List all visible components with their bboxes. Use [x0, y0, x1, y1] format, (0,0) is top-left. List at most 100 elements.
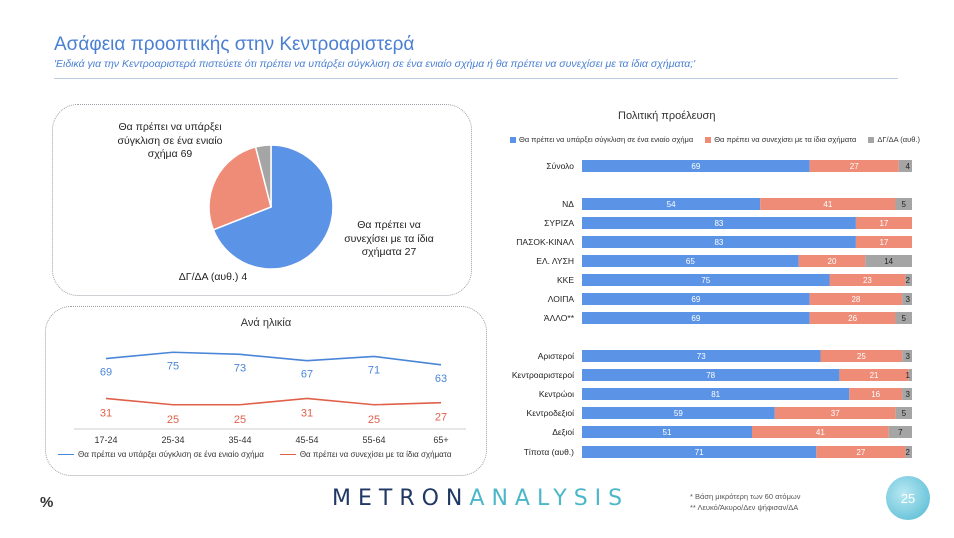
- line-data-label: 31: [301, 407, 313, 419]
- bar-category-label: Κεντροαριστεροί: [512, 370, 574, 380]
- footnote-other: ** Λευκό/Άκυρο/Δεν ψήφισαν/ΔΑ: [690, 502, 799, 512]
- bar-segment-dk: [905, 274, 912, 286]
- age-line-chart-panel: Ανά ηλικία 69 75 73 67 71 63 31 25 25 31 25 27 17-24…: [45, 306, 487, 476]
- line-legend-item-continue: Θα πρέπει να συνεχίσει με τα ίδια σχήματ…: [279, 450, 451, 459]
- bar-segment-continue: [855, 217, 912, 229]
- line-series-continue: [105, 397, 442, 406]
- bar-data-label: 26: [848, 314, 857, 323]
- line-data-label: 25: [234, 414, 246, 426]
- bar-segment-convergence: [582, 198, 761, 210]
- bar-segment-convergence: [582, 274, 830, 286]
- bar-data-label: 51: [663, 428, 672, 437]
- bar-segment-continue: [839, 369, 909, 381]
- bar-segment-continue: [855, 236, 912, 248]
- age-line-chart: 69 75 73 67 71 63 31 25 25 31 25 27 17-24 25-34 35-44 4…: [74, 351, 466, 445]
- bar-category-label: ΚΚΕ: [557, 275, 574, 285]
- title-divider: [54, 78, 898, 79]
- line-series-convergence: [105, 351, 442, 366]
- bar-data-label: 78: [706, 371, 715, 380]
- line-chart-legend: Θα πρέπει να υπάρξει σύγκλιση σε ένα ενι…: [58, 450, 451, 459]
- bar-data-label: 3: [906, 352, 911, 361]
- bar-data-label: 73: [697, 352, 706, 361]
- bar-data-label: 83: [714, 238, 723, 247]
- pie-label-convergence: Θα πρέπει να υπάρξει σύγκλιση σε ένα ενι…: [117, 121, 223, 161]
- bar-segment-continue: [774, 407, 896, 419]
- line-data-label: 69: [100, 367, 112, 379]
- bar-data-label: 2: [906, 276, 911, 285]
- bar-category-label: ΕΛ. ΛΥΣΗ: [536, 256, 574, 266]
- bars-legend-item-dk: ΔΓ/ΔΑ (αυθ.): [868, 135, 920, 144]
- bar-data-label: 75: [701, 276, 710, 285]
- bar-segment-convergence: [582, 312, 810, 324]
- bar-segment-convergence: [582, 407, 775, 419]
- bar-segment-convergence: [582, 255, 799, 267]
- question-subtitle: 'Ειδικά για την Κεντροαριστερά πιστεύετε…: [54, 58, 696, 70]
- bar-data-label: 16: [871, 390, 880, 399]
- bar-data-label: 71: [695, 448, 704, 457]
- bar-segment-continue: [798, 255, 866, 267]
- bar-segment-dk: [908, 369, 912, 381]
- bar-data-label: 5: [902, 314, 907, 323]
- pie-label-dk: ΔΓ/ΔΑ (αυθ.) 4: [178, 271, 248, 283]
- percent-sign: %: [40, 494, 54, 511]
- bars-legend: Θα πρέπει να υπάρξει σύγκλιση σε ένα ενι…: [510, 135, 920, 144]
- bar-category-label: Σύνολο: [546, 161, 574, 171]
- bar-category-label: ΠΑΣΟΚ-ΚΙΝΑΛ: [516, 237, 574, 247]
- bar-data-label: 54: [667, 200, 676, 209]
- bar-data-label: 69: [691, 162, 700, 171]
- pie-slice-convergence: [212, 144, 334, 270]
- line-data-label: 71: [368, 364, 380, 376]
- bar-segment-continue: [809, 312, 896, 324]
- bar-data-label: 1: [906, 371, 911, 380]
- line-data-label: 31: [100, 407, 112, 419]
- bar-category-label: ΆΛΛΟ**: [544, 313, 575, 323]
- bar-segment-convergence: [582, 217, 856, 229]
- bar-segment-continue: [752, 426, 889, 438]
- bar-data-label: 7: [898, 428, 903, 437]
- page-number: 25: [886, 476, 930, 520]
- metron-analysis-logo: METRONANALYSIS: [332, 486, 630, 511]
- bar-segment-dk: [895, 312, 912, 324]
- bar-data-label: 21: [870, 371, 879, 380]
- footnotes: * Βάση μικρότερη των 60 ατόμων ** Λευκό/…: [690, 492, 801, 513]
- bar-segment-continue: [809, 160, 899, 172]
- bar-segment-convergence: [582, 426, 752, 438]
- pie-chart-panel: Θα πρέπει να υπάρξει σύγκλιση σε ένα ενι…: [52, 104, 472, 296]
- bar-segment-convergence: [582, 369, 840, 381]
- bar-segment-continue: [820, 350, 903, 362]
- bar-data-label: 25: [857, 352, 866, 361]
- line-data-label: 67: [301, 369, 313, 381]
- bar-category-label: ΝΔ: [562, 199, 574, 209]
- bar-category-label: Κεντρώοι: [539, 389, 574, 399]
- bar-segment-continue: [829, 274, 906, 286]
- bar-category-label: Κεντροδεξιοί: [527, 408, 575, 418]
- footnote-small-base: * Βάση μικρότερη των 60 ατόμων: [690, 492, 801, 501]
- bar-data-label: 41: [823, 200, 832, 209]
- bar-category-label: Αριστεροί: [538, 351, 574, 361]
- line-data-label: 25: [167, 414, 179, 426]
- bar-data-label: 3: [906, 295, 911, 304]
- pie-slice-continue: [208, 146, 272, 231]
- bar-data-label: 4: [906, 162, 911, 171]
- bars-chart-title: Πολιτική προέλευση: [618, 110, 716, 122]
- bar-segment-dk: [902, 293, 912, 305]
- bar-segment-convergence: [582, 350, 821, 362]
- bar-segment-convergence: [582, 388, 850, 400]
- bar-data-label: 3: [906, 390, 911, 399]
- bar-category-label: ΛΟΙΠΑ: [548, 294, 575, 304]
- bar-data-label: 59: [674, 409, 683, 418]
- bar-segment-continue: [809, 293, 903, 305]
- line-x-tick-label: 25-34: [161, 435, 184, 445]
- bar-data-label: 5: [902, 409, 907, 418]
- bar-category-label: Δεξιοί: [552, 427, 574, 437]
- pie-label-continue: Θα πρέπει να συνεχίσει με τα ίδια σχήματ…: [344, 219, 434, 259]
- bar-segment-dk: [888, 426, 912, 438]
- bar-segment-dk: [902, 350, 912, 362]
- bar-category-label: Τίποτα (αυθ.): [524, 447, 574, 457]
- line-x-tick-label: 65+: [433, 435, 448, 445]
- bar-segment-dk: [895, 407, 912, 419]
- bar-data-label: 41: [816, 428, 825, 437]
- bar-data-label: 2: [906, 448, 911, 457]
- line-x-tick-label: 17-24: [94, 435, 117, 445]
- line-chart-title: Ανά ηλικία: [240, 317, 292, 329]
